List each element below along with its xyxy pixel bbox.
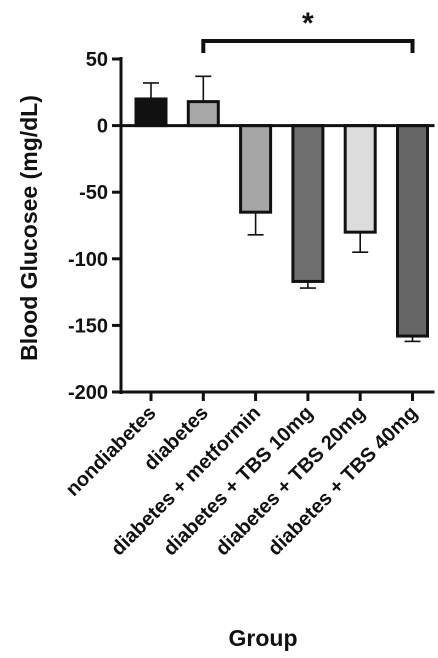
bar	[134, 97, 168, 128]
bar	[239, 124, 273, 214]
y-tick-label: -200	[68, 382, 108, 404]
bar	[186, 100, 220, 128]
x-category-label: nondiabetes	[62, 402, 161, 501]
bar	[291, 124, 325, 283]
bar	[396, 124, 429, 338]
y-tick-label: -150	[68, 315, 108, 337]
x-axis-title: Group	[229, 625, 298, 651]
bar	[343, 124, 377, 234]
y-axis-title: Blood Glucosee (mg/dL)	[16, 95, 42, 361]
y-tick-label: 50	[86, 49, 108, 71]
y-tick-label: -100	[68, 249, 108, 271]
y-ticks-layer: 50 0 -50 -100 -150 -200	[68, 49, 121, 404]
axes-layer	[119, 57, 435, 394]
significance-bracket	[201, 39, 415, 53]
y-tick-label: -50	[79, 182, 108, 204]
bars-layer	[134, 97, 429, 338]
error-bars-layer	[143, 75, 421, 343]
significance-star: *	[302, 7, 314, 40]
significance-annotation: *	[201, 7, 415, 53]
y-tick-label: 0	[97, 116, 108, 138]
